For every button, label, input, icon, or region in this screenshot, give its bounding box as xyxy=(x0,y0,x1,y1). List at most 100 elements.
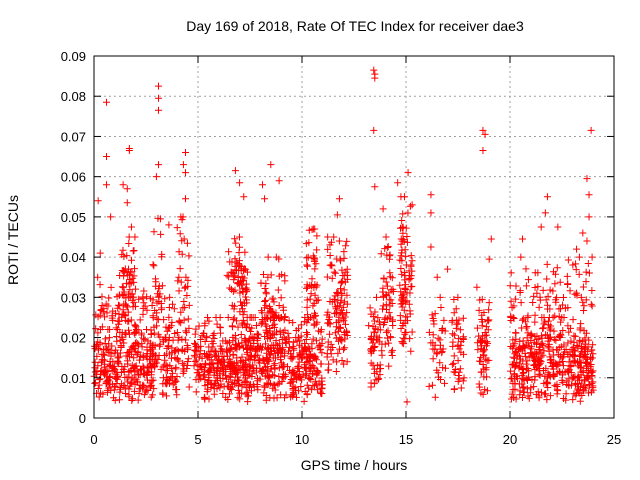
grid-lines xyxy=(94,56,614,418)
data-point xyxy=(262,396,270,404)
data-point xyxy=(127,256,135,264)
data-point xyxy=(147,360,155,368)
data-point xyxy=(261,297,269,305)
data-point xyxy=(518,235,526,243)
data-point xyxy=(154,82,162,90)
data-point xyxy=(222,375,230,383)
data-point xyxy=(123,185,131,193)
data-point xyxy=(293,376,301,384)
data-point xyxy=(584,259,592,267)
data-point xyxy=(481,332,489,340)
data-point xyxy=(212,313,220,321)
data-point xyxy=(522,341,530,349)
data-point xyxy=(584,389,592,397)
data-point xyxy=(257,279,265,287)
data-point xyxy=(564,339,572,347)
data-point xyxy=(436,345,444,353)
data-point xyxy=(304,311,312,319)
data-point xyxy=(275,364,283,372)
data-point xyxy=(338,266,346,274)
x-tick-label: 5 xyxy=(194,432,201,447)
y-tick-label: 0.08 xyxy=(61,89,86,104)
data-point xyxy=(228,370,236,378)
data-point xyxy=(272,309,280,317)
data-point xyxy=(425,382,433,390)
data-point xyxy=(257,307,265,315)
data-point xyxy=(580,306,588,314)
data-point xyxy=(168,364,176,372)
data-point xyxy=(318,335,326,343)
data-point xyxy=(394,179,402,187)
data-point xyxy=(388,316,396,324)
data-point xyxy=(434,373,442,381)
data-point xyxy=(536,371,544,379)
data-point xyxy=(213,352,221,360)
data-point xyxy=(248,370,256,378)
data-point xyxy=(164,367,172,375)
data-point xyxy=(552,360,560,368)
data-point xyxy=(152,275,160,283)
data-point xyxy=(159,363,167,371)
data-point xyxy=(513,358,521,366)
data-point xyxy=(123,269,131,277)
data-point xyxy=(309,252,317,260)
data-point xyxy=(430,320,438,328)
data-point xyxy=(170,305,178,313)
data-point xyxy=(264,273,272,281)
data-point xyxy=(380,292,388,300)
data-point xyxy=(308,282,316,290)
data-point xyxy=(292,327,300,335)
data-point xyxy=(524,312,532,320)
data-point xyxy=(331,310,339,318)
data-point xyxy=(537,223,545,231)
data-point xyxy=(123,303,131,311)
data-point xyxy=(310,321,318,329)
data-point xyxy=(121,311,129,319)
data-point xyxy=(226,355,234,363)
data-point xyxy=(317,381,325,389)
data-point xyxy=(110,362,118,370)
data-point xyxy=(475,380,483,388)
data-point xyxy=(271,386,279,394)
data-point xyxy=(575,270,583,278)
data-point xyxy=(517,299,525,307)
data-point xyxy=(222,366,230,374)
data-point xyxy=(267,161,275,169)
data-point xyxy=(226,345,234,353)
data-point xyxy=(376,371,384,379)
data-point xyxy=(582,296,590,304)
data-point xyxy=(236,243,244,251)
data-point xyxy=(175,287,183,295)
data-point xyxy=(585,213,593,221)
data-point xyxy=(136,370,144,378)
data-point xyxy=(337,296,345,304)
data-point xyxy=(367,310,375,318)
data-point xyxy=(139,294,147,302)
data-point xyxy=(112,346,120,354)
data-point xyxy=(275,302,283,310)
data-point xyxy=(285,317,293,325)
data-point xyxy=(330,233,338,241)
data-point xyxy=(306,375,314,383)
data-point xyxy=(119,284,127,292)
data-point xyxy=(236,289,244,297)
data-point xyxy=(429,331,437,339)
data-point xyxy=(403,238,411,246)
data-point xyxy=(383,328,391,336)
data-point xyxy=(544,292,552,300)
data-point xyxy=(552,336,560,344)
data-point xyxy=(281,336,289,344)
data-point xyxy=(367,346,375,354)
data-point xyxy=(570,332,578,340)
data-point xyxy=(226,384,234,392)
data-point xyxy=(181,284,189,292)
data-point xyxy=(450,359,458,367)
data-point xyxy=(388,274,396,282)
data-point xyxy=(332,334,340,342)
data-point xyxy=(531,311,539,319)
data-point xyxy=(266,327,274,335)
data-point xyxy=(240,379,248,387)
data-point xyxy=(407,272,415,280)
data-point xyxy=(579,354,587,362)
data-point xyxy=(129,274,137,282)
